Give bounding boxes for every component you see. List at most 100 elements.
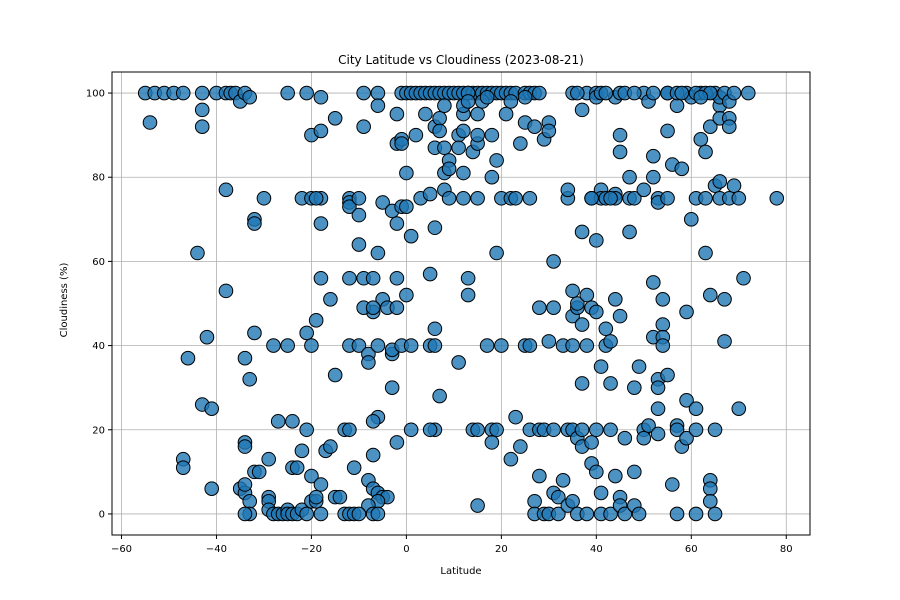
data-point	[589, 233, 604, 248]
data-point	[356, 119, 371, 135]
y-tick-label: 40	[92, 341, 105, 352]
data-point	[693, 132, 709, 147]
y-axis-label: Cloudiness (%)	[59, 263, 70, 338]
data-point	[584, 190, 599, 206]
x-axis-label: Latitude	[440, 566, 481, 577]
chart-title: City Latitude vs Cloudiness (2023-08-21)	[338, 53, 584, 67]
data-point	[247, 325, 262, 341]
data-point	[422, 186, 438, 202]
data-point	[740, 85, 756, 101]
data-point	[194, 85, 210, 101]
data-point	[636, 430, 652, 446]
data-point	[375, 195, 390, 210]
data-point	[688, 506, 704, 522]
data-point	[608, 468, 623, 484]
data-point	[721, 119, 737, 135]
data-point	[247, 216, 262, 231]
data-point	[532, 468, 547, 484]
x-tick-label: 40	[590, 544, 603, 555]
data-point	[327, 111, 343, 126]
data-point	[342, 270, 357, 286]
data-point	[546, 300, 561, 316]
data-point	[669, 422, 685, 438]
data-point	[270, 414, 286, 429]
data-point	[422, 422, 438, 438]
data-point	[389, 106, 405, 122]
data-point	[280, 338, 295, 353]
data-point	[612, 127, 628, 143]
data-point	[332, 489, 348, 505]
data-point	[460, 94, 476, 109]
data-point	[427, 321, 443, 337]
data-point	[702, 481, 718, 497]
data-point	[646, 148, 661, 164]
data-point	[674, 161, 690, 177]
data-point	[323, 291, 338, 307]
data-point	[603, 334, 618, 349]
data-point	[627, 380, 642, 395]
data-point	[399, 199, 414, 214]
data-point	[522, 190, 538, 206]
data-point	[479, 89, 495, 105]
y-tick-label: 100	[86, 89, 105, 100]
data-point	[313, 477, 329, 492]
data-point	[726, 178, 742, 193]
data-point	[365, 414, 381, 429]
data-point	[494, 338, 509, 353]
x-tick-label: 0	[403, 544, 409, 555]
data-point	[503, 451, 519, 467]
y-tick-label: 20	[92, 425, 105, 436]
data-point	[717, 291, 732, 307]
x-tick-label: 20	[495, 544, 508, 555]
data-point	[384, 380, 400, 395]
data-point	[570, 296, 585, 311]
data-point	[627, 190, 642, 206]
data-point	[489, 245, 504, 261]
data-point	[589, 422, 604, 438]
data-point	[636, 182, 652, 198]
data-point	[598, 85, 614, 101]
data-point	[589, 304, 604, 320]
data-point	[574, 317, 590, 332]
data-point	[346, 460, 362, 475]
data-point	[218, 182, 234, 198]
data-point	[565, 338, 580, 353]
data-point	[660, 367, 675, 383]
data-point	[517, 89, 533, 105]
data-point	[674, 85, 690, 101]
data-point	[650, 401, 666, 417]
data-point	[237, 477, 253, 492]
data-point	[598, 321, 614, 337]
data-point	[418, 106, 433, 122]
data-point	[679, 304, 694, 320]
data-point	[441, 190, 457, 206]
data-point	[204, 481, 220, 497]
data-point	[342, 199, 357, 214]
data-point	[484, 435, 500, 450]
data-point	[579, 506, 595, 522]
data-point	[731, 401, 747, 417]
data-point	[551, 489, 566, 505]
data-point	[365, 270, 381, 286]
data-point	[679, 430, 694, 446]
data-point	[702, 287, 718, 303]
y-tick-label: 60	[92, 257, 105, 268]
data-point	[370, 245, 386, 261]
data-point	[574, 102, 590, 118]
data-point	[546, 422, 561, 438]
data-point	[370, 98, 386, 113]
data-point	[361, 355, 376, 370]
data-point	[593, 359, 609, 374]
data-point	[313, 506, 329, 522]
data-point	[593, 485, 609, 501]
data-points	[137, 85, 785, 522]
data-point	[736, 270, 751, 286]
data-point	[555, 472, 571, 488]
data-point	[522, 338, 538, 353]
data-point	[351, 338, 367, 353]
data-point	[589, 464, 604, 480]
data-point	[608, 291, 623, 307]
data-point	[365, 300, 381, 316]
data-point	[541, 334, 557, 349]
data-point	[280, 85, 295, 101]
